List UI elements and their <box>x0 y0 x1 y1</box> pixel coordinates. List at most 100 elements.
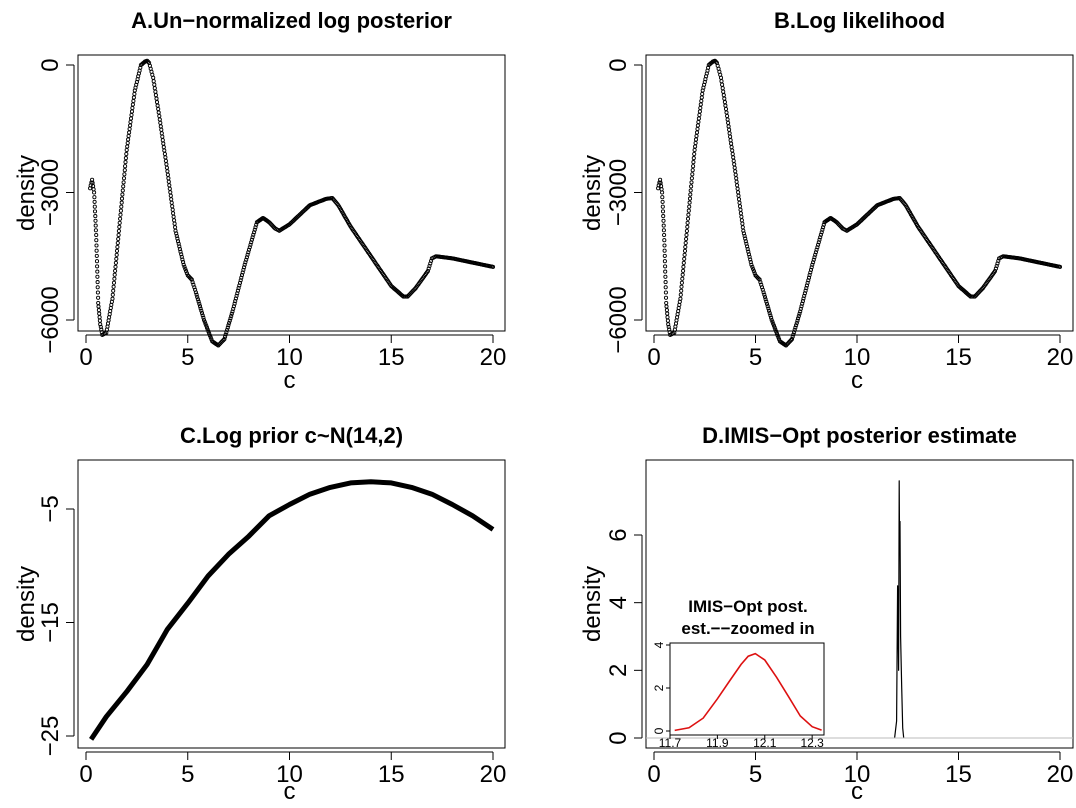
data-point <box>157 117 162 122</box>
data-point <box>95 280 100 285</box>
data-point <box>679 284 684 289</box>
data-point <box>697 109 702 114</box>
data-point <box>684 236 689 242</box>
data-point <box>157 113 162 119</box>
data-point <box>176 241 181 246</box>
data-point <box>160 134 165 139</box>
panel-c: C.Log prior c~N(14,2) 0 5 10 15 20 c −25 −15 −5 de… <box>13 423 506 805</box>
plot-frame <box>77 54 506 332</box>
data-point <box>724 110 729 115</box>
data-point <box>252 230 257 235</box>
x-axis-label: c <box>851 367 863 394</box>
data-point <box>128 116 134 121</box>
data-point <box>94 232 99 238</box>
data-point <box>667 327 672 332</box>
data-point <box>723 106 729 112</box>
data-point <box>244 255 249 260</box>
data-point <box>224 330 229 335</box>
data-point <box>152 86 157 91</box>
data-point <box>158 120 163 125</box>
data-point <box>252 227 257 232</box>
data-point <box>169 200 174 205</box>
data-point <box>768 313 773 318</box>
data-point <box>661 214 666 219</box>
data-point <box>159 127 164 132</box>
x-tick-label: 15 <box>945 761 972 788</box>
data-point <box>738 207 743 212</box>
data-point <box>773 327 778 332</box>
plot-frame <box>77 459 506 749</box>
data-point <box>219 340 224 345</box>
data-point <box>736 190 741 195</box>
data-point <box>429 258 434 263</box>
x-tick-label: 0 <box>647 761 660 788</box>
data-point <box>733 169 738 174</box>
data-point <box>130 105 135 111</box>
data-point <box>691 160 696 165</box>
data-point <box>687 200 692 205</box>
data-point <box>751 269 756 274</box>
x-axis-label: c <box>851 778 863 805</box>
data-point <box>201 317 207 323</box>
data-point <box>490 264 496 269</box>
data-point <box>121 176 127 181</box>
data-point <box>254 222 259 227</box>
data-point <box>996 258 1001 263</box>
data-point <box>774 329 779 334</box>
y-tick-label: −6000 <box>37 286 64 353</box>
data-point <box>174 233 179 239</box>
data-point <box>663 290 668 295</box>
inset-title: est.−−zoomed in <box>681 619 814 638</box>
data-point <box>123 160 128 165</box>
data-point <box>678 292 683 297</box>
data-point <box>739 218 744 223</box>
data-point <box>729 141 734 146</box>
data-point <box>739 214 744 219</box>
data-point <box>743 239 748 244</box>
data-point <box>663 280 668 285</box>
data-point <box>97 315 102 320</box>
data-point <box>660 209 666 214</box>
data-point <box>686 212 691 217</box>
y-axis-label: density <box>579 155 606 231</box>
inset-y-tick-label: 0 <box>652 727 666 734</box>
data-point <box>693 137 699 142</box>
data-point <box>93 228 98 233</box>
data-point <box>665 311 670 316</box>
x-tick-label: 20 <box>480 344 507 371</box>
data-point <box>128 119 133 125</box>
data-point <box>94 253 99 258</box>
data-point <box>750 264 755 269</box>
data-point <box>217 342 222 347</box>
data-point <box>168 190 173 195</box>
data-point <box>116 236 121 242</box>
data-point <box>128 123 133 128</box>
data-point <box>250 235 255 240</box>
data-point <box>248 242 253 247</box>
data-point <box>723 103 728 108</box>
data-point <box>663 269 668 274</box>
data-point <box>811 257 816 262</box>
data-point <box>666 322 671 327</box>
data-point <box>696 116 701 121</box>
panel-title: A.Un−normalized log posterior <box>131 8 452 33</box>
data-point <box>661 218 666 223</box>
data-point <box>222 337 227 342</box>
y-tick-label: −6000 <box>605 286 632 353</box>
inset-x-tick-label: 11.9 <box>706 736 729 750</box>
data-points <box>88 58 496 348</box>
data-point <box>699 95 704 100</box>
data-point <box>977 289 982 294</box>
data-point <box>99 327 104 332</box>
data-point <box>97 311 102 316</box>
panel-title: B.Log likelihood <box>774 8 945 33</box>
data-point <box>94 238 99 243</box>
y-tick-label: −3000 <box>37 159 64 226</box>
data-point <box>94 248 99 253</box>
data-point <box>969 294 975 299</box>
data-point <box>159 131 164 136</box>
data-point <box>725 117 730 122</box>
data-point <box>740 221 745 226</box>
data-point <box>736 197 742 202</box>
data-point <box>695 126 700 132</box>
